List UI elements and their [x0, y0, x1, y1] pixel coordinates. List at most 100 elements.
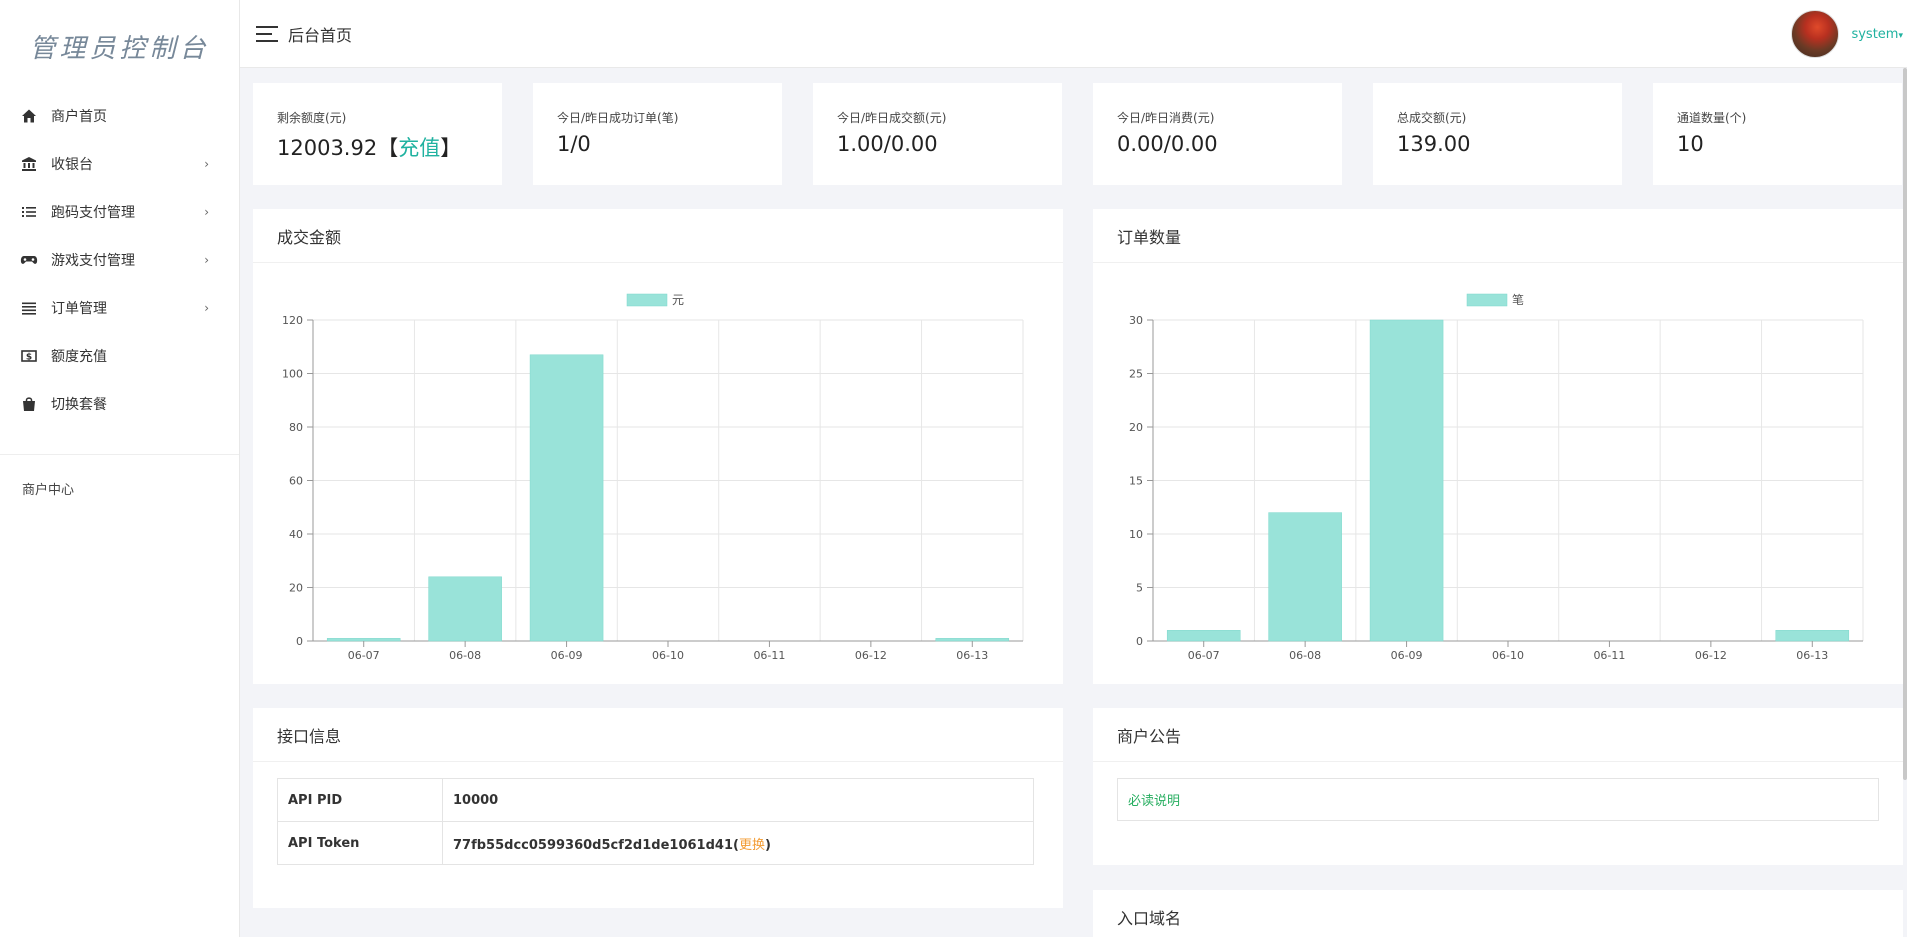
username-dropdown[interactable]: system▾	[1851, 27, 1903, 42]
bar	[428, 576, 502, 642]
chevron-right-icon: ›	[204, 205, 209, 219]
api-token-label: API Token	[277, 821, 443, 865]
bar	[935, 638, 1010, 642]
sidebar-item-switch-plan[interactable]: 切换套餐	[0, 380, 239, 428]
menu-toggle-icon[interactable]	[256, 25, 278, 42]
sidebar-item-cashier[interactable]: 收银台 ›	[0, 140, 239, 188]
y-tick-label: 80	[289, 421, 303, 434]
paren-open: (	[733, 837, 739, 853]
bank-icon	[20, 155, 38, 173]
stat-card-balance: 剩余额度(元) 12003.92【充值】	[253, 83, 502, 185]
sidebar-item-label: 订单管理	[51, 301, 107, 317]
sidebar-divider	[0, 454, 239, 455]
bar	[1775, 630, 1850, 642]
y-tick-label: 100	[282, 368, 303, 381]
bar	[326, 638, 401, 642]
panel-api-info: 接口信息 API PID 10000 API Token 77fb55dcc05…	[253, 708, 1063, 908]
legend-swatch	[626, 293, 668, 307]
table-row: API Token 77fb55dcc0599360d5cf2d1de1061d…	[277, 821, 1034, 865]
x-tick-label: 06-10	[1492, 649, 1524, 662]
panel-amount-chart: 成交金额 0 20 40 60 80 100 120 06-07 06-08 06-09 06-10…	[253, 209, 1063, 684]
stat-label: 今日/昨日成交额(元)	[837, 111, 947, 125]
stat-label: 通道数量(个)	[1677, 111, 1747, 125]
stat-label: 今日/昨日成功订单(笔)	[557, 111, 679, 125]
y-tick-label: 20	[1129, 421, 1143, 434]
x-tick-label: 06-09	[551, 649, 583, 662]
legend-swatch	[1466, 293, 1508, 307]
x-tick-label: 06-10	[652, 649, 684, 662]
stat-value: 139.00	[1397, 132, 1471, 156]
api-pid-label: API PID	[277, 778, 443, 822]
panel-title: 入口域名	[1093, 890, 1903, 937]
y-tick-label: 0	[1136, 635, 1143, 648]
x-tick-label: 06-12	[855, 649, 887, 662]
sidebar-item-label: 收银台	[51, 157, 93, 173]
y-tick-label: 120	[282, 314, 303, 327]
y-tick-label: 15	[1129, 475, 1143, 488]
notice-item[interactable]: 必读说明	[1117, 778, 1879, 821]
x-tick-label: 06-07	[1188, 649, 1220, 662]
y-tick-label: 25	[1129, 368, 1143, 381]
avatar[interactable]	[1791, 10, 1840, 58]
list-icon	[20, 203, 38, 221]
y-tick-label: 40	[289, 528, 303, 541]
bracket-open: 【	[377, 136, 399, 160]
x-tick-label: 06-13	[1796, 649, 1828, 662]
sidebar-item-quota-recharge[interactable]: $ 额度充值	[0, 332, 239, 380]
sidebar-item-label: 游戏支付管理	[51, 253, 135, 269]
stat-card-consumption: 今日/昨日消费(元) 0.00/0.00	[1093, 83, 1342, 185]
x-tick-label: 06-11	[753, 649, 785, 662]
sidebar-item-code-payment[interactable]: 跑码支付管理 ›	[0, 188, 239, 236]
api-info-table: API PID 10000 API Token 77fb55dcc0599360…	[277, 778, 1034, 865]
panel-title: 成交金额	[253, 209, 1063, 263]
bar	[1166, 630, 1241, 642]
stat-value: 1/0	[557, 132, 591, 156]
sidebar-item-game-payment[interactable]: 游戏支付管理 ›	[0, 236, 239, 284]
money-icon: $	[20, 347, 38, 365]
sidebar-item-label: 跑码支付管理	[51, 205, 135, 221]
chevron-right-icon: ›	[204, 157, 209, 171]
panel-title: 接口信息	[253, 708, 1063, 762]
stat-card-turnover: 今日/昨日成交额(元) 1.00/0.00	[813, 83, 1062, 185]
top-header: 后台首页 system▾	[240, 0, 1907, 68]
x-tick-label: 06-13	[956, 649, 988, 662]
x-tick-label: 06-12	[1695, 649, 1727, 662]
y-tick-label: 60	[289, 475, 303, 488]
page-title: 后台首页	[288, 25, 353, 45]
balance-value: 12003.92	[277, 136, 378, 160]
y-tick-label: 10	[1129, 528, 1143, 541]
bar	[529, 354, 604, 642]
stat-label: 总成交额(元)	[1397, 111, 1467, 125]
legend-label: 元	[672, 293, 684, 307]
recharge-link[interactable]: 充值	[398, 136, 441, 160]
bars-icon	[20, 299, 38, 317]
change-token-link[interactable]: 更换	[738, 837, 765, 853]
stat-label: 今日/昨日消费(元)	[1117, 111, 1215, 125]
x-tick-label: 06-11	[1593, 649, 1625, 662]
panel-title: 商户公告	[1093, 708, 1903, 762]
stat-card-orders: 今日/昨日成功订单(笔) 1/0	[533, 83, 782, 185]
gamepad-icon	[20, 251, 38, 269]
caret-down-icon: ▾	[1898, 30, 1903, 41]
stat-value: 10	[1677, 132, 1704, 156]
x-tick-label: 06-09	[1391, 649, 1423, 662]
y-tick-label: 20	[289, 582, 303, 595]
x-tick-label: 06-07	[348, 649, 380, 662]
y-tick-label: 5	[1136, 582, 1143, 595]
home-icon	[20, 107, 38, 125]
sidebar-item-merchant-home[interactable]: 商户首页	[0, 92, 239, 140]
orders-bar-chart: 0 5 10 15 20 25 30 06-07 06-08 06-09 06-10 06-11 06-…	[1129, 292, 1864, 662]
table-row: API PID 10000	[277, 778, 1034, 822]
username-label: system	[1851, 26, 1899, 42]
api-token-cell: 77fb55dcc0599360d5cf2d1de1061d41(更换)	[442, 821, 1034, 865]
api-token-value: 77fb55dcc0599360d5cf2d1de1061d41	[453, 837, 733, 853]
legend-label: 笔	[1512, 292, 1524, 307]
amount-bar-chart: 0 20 40 60 80 100 120 06-07 06-08 06-09 06-10 06-11…	[282, 293, 1024, 662]
notice-link[interactable]: 必读说明	[1128, 794, 1181, 809]
sidebar-item-order-management[interactable]: 订单管理 ›	[0, 284, 239, 332]
api-pid-value: 10000	[442, 778, 1034, 822]
user-menu[interactable]: system▾	[1791, 10, 1903, 58]
stat-card-total-turnover: 总成交额(元) 139.00	[1373, 83, 1622, 185]
scrollbar[interactable]	[1903, 68, 1907, 780]
brand-title: 管理员控制台	[29, 33, 210, 64]
